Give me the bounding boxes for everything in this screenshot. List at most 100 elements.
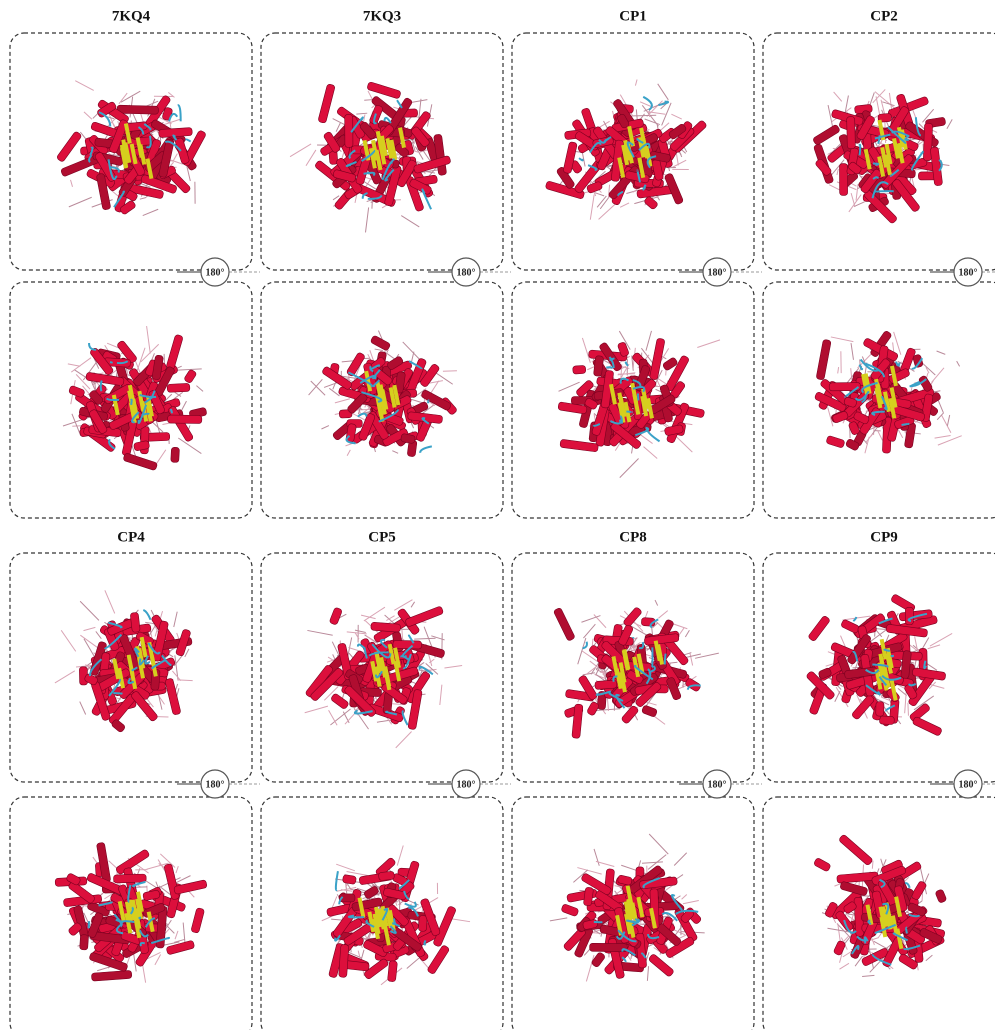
- side-chain: [397, 846, 403, 866]
- side-chain: [176, 866, 178, 873]
- panel-title: 7KQ3: [363, 8, 401, 24]
- side-chain: [444, 666, 462, 668]
- side-chain: [586, 955, 594, 981]
- side-chain: [174, 612, 177, 627]
- panel-title: CP5: [368, 529, 396, 545]
- loop: [606, 367, 612, 368]
- loop: [579, 158, 583, 160]
- side-chain: [185, 649, 189, 657]
- loop: [652, 647, 653, 667]
- side-chain: [119, 93, 127, 104]
- molecule-render: [290, 82, 451, 233]
- molecule-render: [813, 834, 947, 976]
- side-chain: [935, 435, 951, 438]
- loop: [171, 409, 172, 412]
- helix: [393, 640, 422, 649]
- side-chain: [365, 207, 368, 232]
- helix: [342, 875, 356, 885]
- side-chain: [140, 198, 146, 200]
- side-chain: [550, 918, 567, 921]
- molecule-render: [558, 331, 720, 478]
- side-chain: [182, 401, 187, 410]
- loop: [403, 711, 408, 725]
- figure: 7KQ4180°7KQ3180°CP1180°CP2180°CP4180°CP5…: [0, 0, 995, 1030]
- panel-title: CP8: [619, 529, 647, 545]
- loop: [665, 654, 666, 665]
- helix: [418, 915, 427, 931]
- side-chain: [671, 114, 681, 119]
- rotation-label: 180°: [708, 267, 727, 278]
- molecule-render: [309, 331, 458, 457]
- molecule-render: [806, 594, 952, 737]
- helix: [912, 716, 943, 736]
- helix: [649, 338, 665, 380]
- side-chain: [594, 614, 606, 627]
- side-chain: [306, 150, 316, 166]
- side-chain: [673, 160, 687, 167]
- side-chain: [682, 895, 687, 900]
- side-chain: [839, 963, 848, 969]
- molecule-render: [63, 326, 207, 471]
- helix: [330, 693, 349, 710]
- rotation-label: 180°: [708, 779, 727, 790]
- helix: [591, 952, 606, 968]
- side-chain: [96, 631, 102, 638]
- molecule-render: [322, 846, 470, 985]
- helix: [113, 874, 146, 883]
- loop: [420, 446, 432, 452]
- side-chain: [175, 931, 178, 939]
- side-chain: [309, 379, 323, 395]
- side-chain: [450, 919, 470, 922]
- side-chain: [590, 195, 594, 220]
- side-chain: [835, 691, 840, 702]
- side-chain: [364, 115, 365, 122]
- side-chain: [143, 209, 158, 215]
- helix: [167, 383, 190, 392]
- helix: [905, 607, 913, 624]
- side-chain: [356, 113, 367, 114]
- loop: [902, 424, 909, 425]
- molecule-render: [56, 81, 206, 216]
- helix: [367, 82, 402, 100]
- side-chain: [930, 633, 952, 646]
- side-chain: [336, 864, 355, 871]
- loop: [884, 650, 889, 651]
- helix: [329, 607, 342, 625]
- helix: [68, 385, 85, 398]
- side-chain: [947, 415, 949, 426]
- helix: [123, 453, 158, 471]
- helix: [91, 970, 132, 981]
- helix: [117, 105, 159, 114]
- molecule-render: [553, 600, 719, 738]
- side-chain: [174, 939, 185, 942]
- side-chain: [838, 367, 839, 373]
- side-chain: [635, 79, 637, 85]
- helix: [553, 607, 575, 641]
- side-chain: [658, 611, 667, 619]
- helix: [175, 137, 190, 164]
- panel-title: CP1: [619, 8, 647, 24]
- side-chain: [877, 430, 882, 441]
- rotation-label: 180°: [206, 267, 225, 278]
- loop: [424, 940, 425, 944]
- loop: [405, 902, 416, 907]
- side-chain: [947, 119, 952, 128]
- molecule-render: [55, 590, 193, 733]
- helix: [879, 716, 894, 725]
- helix: [641, 705, 657, 718]
- side-chain: [347, 872, 368, 876]
- side-chain: [414, 638, 435, 639]
- rotation-label: 180°: [457, 779, 476, 790]
- side-chain: [290, 144, 311, 157]
- side-chain: [440, 685, 442, 705]
- side-chain: [594, 849, 599, 866]
- loop: [178, 105, 181, 121]
- side-chain: [937, 351, 946, 354]
- side-chain: [347, 450, 350, 456]
- helix: [370, 335, 391, 351]
- side-chain: [311, 381, 325, 395]
- side-chain: [411, 602, 415, 608]
- side-chain: [577, 868, 601, 875]
- helix: [808, 615, 831, 642]
- side-chain: [61, 630, 76, 651]
